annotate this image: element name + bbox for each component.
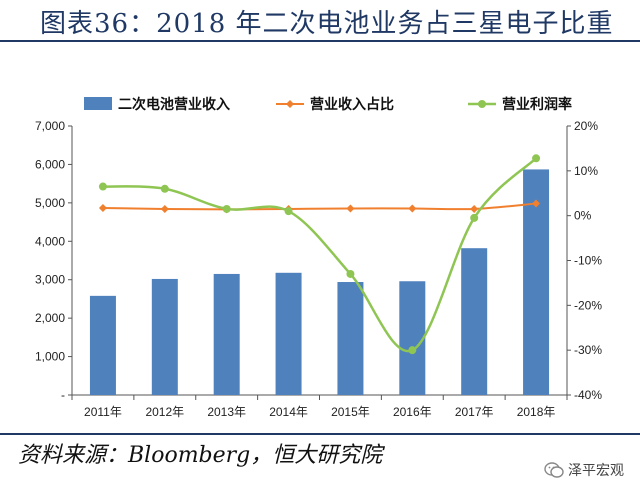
title-underline [0,40,640,42]
y-left-tick-label: 6,000 [35,157,65,171]
margin-line [102,157,537,353]
margin-point [346,269,355,278]
line-series [98,154,541,355]
y-left-tick-label: 4,000 [35,234,65,248]
y-right-tick-label: 0% [574,209,592,223]
ratio-point [160,204,169,213]
bar [461,248,488,395]
chart-title-block: 图表36：2018 年二次电池业务占三星电子比重 [0,0,640,42]
x-tick-label: 2015年 [331,405,370,419]
y-left-tick-label: - [61,388,65,402]
x-tick-label: 2012年 [145,405,184,419]
margin-point [222,204,231,213]
ratio-point [532,199,541,208]
x-tick-label: 2014年 [269,405,308,419]
x-tick-label: 2016年 [393,405,432,419]
margin-point [470,213,479,222]
ratio-point [346,204,355,213]
chart-axes: - 1,000 2,000 3,000 4,000 5,000 6,000 7,000 -40%… [35,119,602,419]
y-left-tick-label: 1,000 [35,350,65,364]
ratio-point [470,204,479,213]
x-tick-label: 2018年 [517,405,556,419]
legend-ratio-marker [286,100,294,108]
x-tick-label: 2017年 [455,405,494,419]
ratio-line [102,202,537,211]
y-right-tick-label: -40% [574,388,602,402]
bar [275,272,302,395]
x-tick-label: 2013年 [207,405,246,419]
ratio-point [408,204,417,213]
legend-margin-marker [478,100,486,108]
y-right-tick-label: -10% [574,254,602,268]
bar [151,278,178,395]
margin-point [532,154,541,163]
combo-chart: 二次电池营业收入 营业收入占比 营业利润率 - 1,000 2,000 3,000 4,00… [35,96,602,419]
margin-point [284,207,293,216]
bar [213,273,240,395]
margin-point [408,346,417,355]
y-right-tick-label: -20% [574,298,602,312]
source-divider [0,433,640,435]
legend-bar-label: 二次电池营业收入 [118,96,230,112]
bar [337,282,364,395]
margin-point [98,182,107,191]
wechat-icon [544,462,564,478]
y-left-tick-label: 2,000 [35,311,65,325]
chart-legend: 二次电池营业收入 营业收入占比 营业利润率 [84,96,572,112]
legend-bar-swatch [84,97,112,110]
bar [399,281,426,395]
ratio-point [98,204,107,213]
y-right-tick-label: 20% [574,119,598,133]
source-note: 资料来源：Bloomberg，恒大研究院 [18,443,383,468]
margin-point [160,184,169,193]
watermark: 泽平宏观 [544,460,624,480]
bar [89,295,116,395]
legend-margin-label: 营业利润率 [502,96,572,112]
bar-series [89,169,550,395]
y-right-tick-label: -30% [574,343,602,357]
legend-ratio-label: 营业收入占比 [310,96,394,112]
chart-title: 图表36：2018 年二次电池业务占三星电子比重 [40,9,614,39]
x-tick-label: 2011年 [84,405,122,419]
y-left-tick-label: 7,000 [35,119,65,133]
y-left-tick-label: 3,000 [35,273,65,287]
y-left-tick-label: 5,000 [35,196,65,210]
watermark-text: 泽平宏观 [568,463,624,479]
y-right-tick-label: 10% [574,164,598,178]
